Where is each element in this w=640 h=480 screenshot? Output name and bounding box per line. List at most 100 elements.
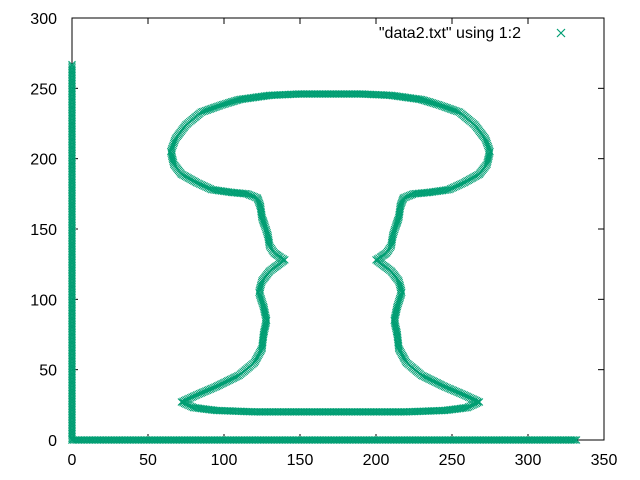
data-point — [393, 330, 402, 339]
data-point — [261, 321, 270, 329]
data-point — [434, 100, 443, 109]
data-point — [230, 97, 239, 105]
data-point — [328, 90, 336, 98]
y-tick-label: 50 — [39, 363, 57, 380]
data-point — [393, 329, 401, 337]
data-point — [68, 60, 76, 69]
x-tick-label: 100 — [211, 452, 238, 469]
data-point — [419, 96, 427, 104]
data-point — [262, 319, 270, 328]
data-point — [425, 98, 434, 106]
data-point — [396, 204, 404, 212]
data-point — [169, 157, 177, 165]
data-point — [571, 436, 579, 444]
x-tick-label: 300 — [515, 452, 542, 469]
data-point — [392, 307, 401, 315]
data-point — [259, 218, 268, 226]
data-point — [393, 332, 402, 340]
data-point — [390, 316, 399, 325]
data-point — [396, 202, 405, 211]
y-tick-label: 200 — [30, 152, 57, 169]
data-point — [391, 222, 400, 231]
data-point — [236, 95, 245, 104]
plot-frame — [71, 17, 605, 441]
data-point — [260, 305, 269, 314]
data-point — [394, 215, 403, 224]
data-point — [392, 220, 401, 229]
legend-label: "data2.txt" using 1:2 — [379, 25, 521, 42]
data-point — [167, 149, 176, 158]
data-point — [253, 194, 262, 202]
data-point — [388, 235, 397, 244]
data-point — [262, 318, 271, 326]
data-point — [392, 308, 400, 317]
data-point — [441, 186, 450, 194]
legend-marker — [556, 28, 566, 38]
data-point — [331, 90, 340, 98]
data-point — [391, 321, 400, 329]
data-point — [256, 201, 264, 209]
data-point — [261, 322, 270, 331]
data-point — [484, 154, 493, 162]
data-point — [221, 99, 230, 108]
data-point — [393, 216, 402, 225]
data-point — [483, 160, 491, 169]
data-point — [392, 305, 401, 314]
data-point — [260, 304, 268, 312]
x-tick-label: 350 — [591, 452, 618, 469]
data-point — [257, 210, 266, 219]
axis-ticks: 0 50 100 150 200 250 300 350 0 50 100 150 200 250 300 — [30, 11, 617, 469]
data-point — [241, 189, 250, 198]
y-tick-label: 150 — [30, 222, 57, 239]
data-point — [260, 307, 269, 315]
x-tick-label: 150 — [287, 452, 314, 469]
data-point — [261, 324, 269, 333]
data-point — [483, 157, 492, 165]
data-point — [258, 341, 267, 350]
data-point — [229, 97, 237, 106]
data-point — [260, 325, 269, 334]
data-point — [235, 95, 244, 104]
x-tick-label: 50 — [139, 452, 157, 469]
data-point — [393, 218, 402, 226]
data-point — [68, 63, 76, 72]
y-tick-label: 100 — [30, 292, 57, 309]
data-point — [485, 152, 493, 161]
data-point — [391, 311, 400, 320]
data-point — [238, 95, 247, 103]
data-point — [329, 90, 338, 98]
data-point — [391, 322, 400, 331]
data-point — [435, 101, 444, 110]
data-point — [392, 324, 400, 333]
data-point — [392, 325, 401, 334]
y-tick-label: 0 — [48, 433, 57, 450]
data-point — [255, 198, 263, 207]
data-point — [396, 205, 404, 214]
y-tick-label: 300 — [30, 11, 57, 28]
x-tick-label: 200 — [363, 452, 390, 469]
data-point — [390, 315, 399, 323]
x-tick-label: 250 — [439, 452, 466, 469]
data-point — [260, 219, 268, 228]
data-point — [261, 308, 269, 317]
data-point — [265, 238, 273, 247]
data-point — [254, 195, 262, 204]
x-tick-label: 0 — [68, 452, 77, 469]
y-tick-label: 250 — [30, 81, 57, 98]
data-point — [220, 100, 228, 109]
data-point — [257, 212, 266, 220]
data-points — [68, 60, 581, 444]
data-point — [260, 327, 269, 336]
data-point — [258, 213, 266, 222]
data-point — [397, 198, 406, 207]
data-point — [460, 404, 468, 412]
data-point — [484, 155, 492, 164]
data-point — [255, 199, 264, 208]
legend: "data2.txt" using 1:2 — [379, 25, 566, 42]
data-point — [68, 62, 76, 71]
data-point — [426, 98, 435, 107]
data-point — [261, 311, 270, 320]
data-point — [397, 199, 406, 208]
data-point — [259, 302, 268, 311]
